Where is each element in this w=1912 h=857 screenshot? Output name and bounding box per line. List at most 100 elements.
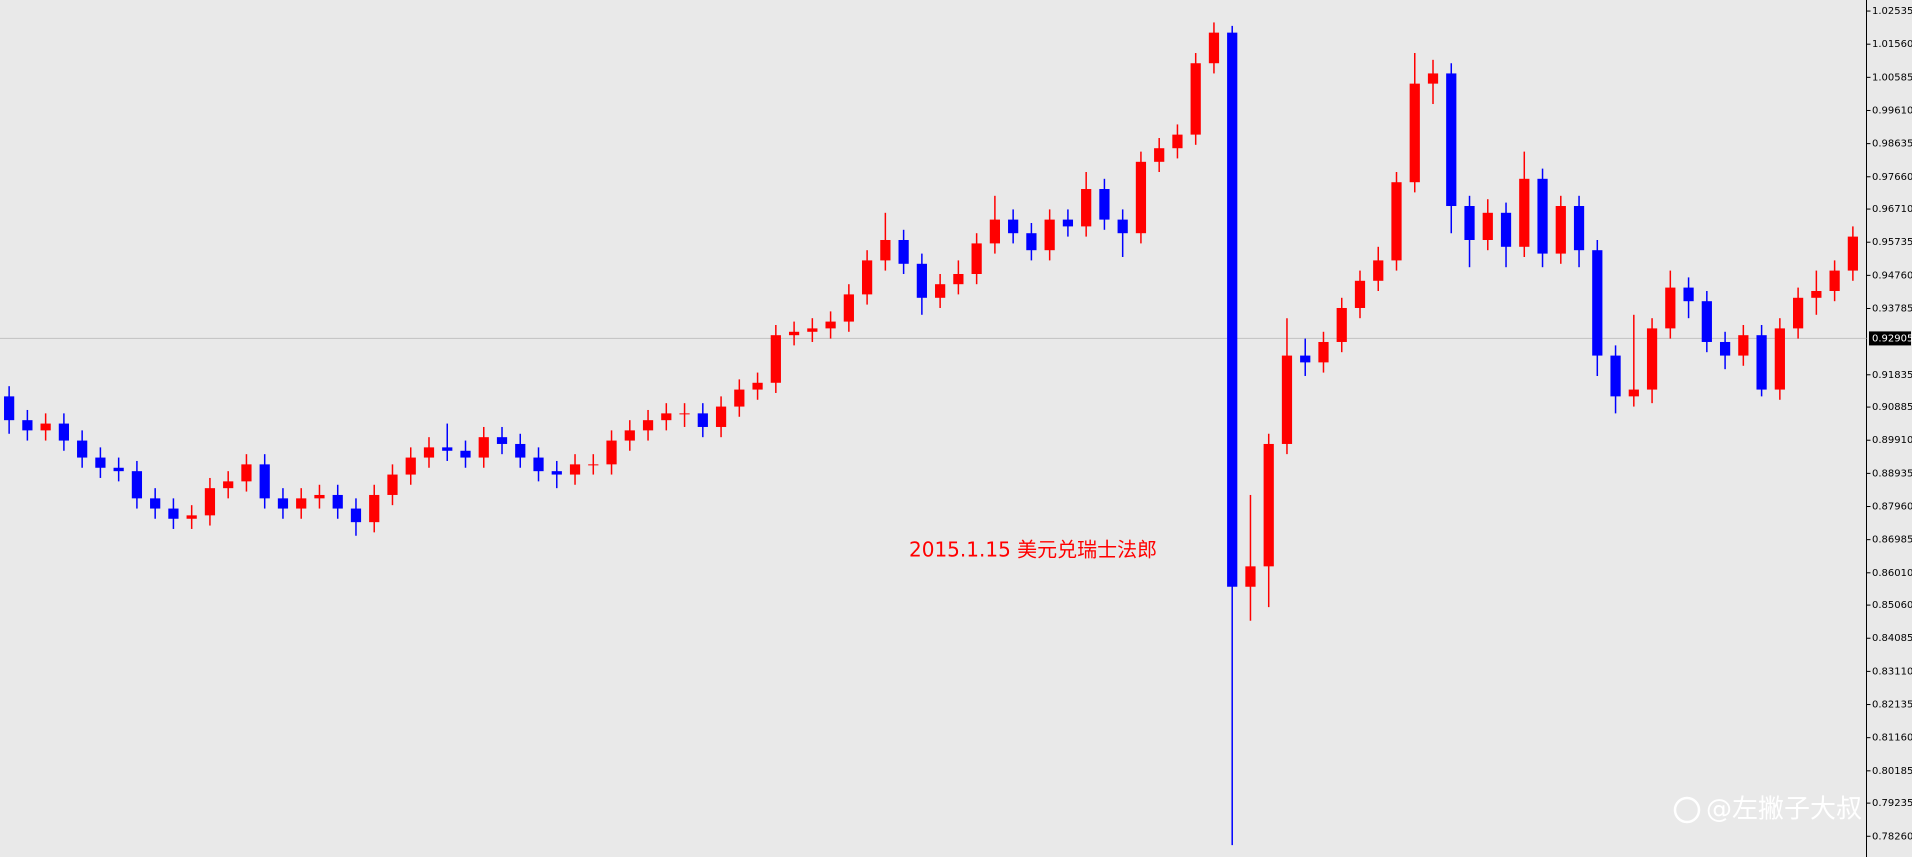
candle-body — [697, 413, 708, 427]
candle-body — [496, 437, 508, 444]
candle-body — [752, 382, 763, 390]
candle-body — [1154, 148, 1165, 162]
candle-body — [77, 440, 88, 458]
watermark-icon — [1673, 796, 1701, 824]
current-price-box — [1869, 331, 1911, 346]
y-tick-label: 0.83110 — [1872, 666, 1912, 677]
candle-body — [1081, 189, 1092, 227]
candle-body — [442, 447, 453, 451]
candle-body — [277, 498, 289, 509]
candle-body — [1190, 63, 1201, 135]
candle-body — [241, 464, 252, 482]
candle-body — [460, 450, 471, 458]
candle-body — [935, 284, 946, 298]
y-tick-label: 0.86985 — [1872, 535, 1912, 546]
candle-body — [1373, 260, 1384, 281]
y-tick-label: 0.91835 — [1872, 370, 1912, 381]
candle-body — [223, 481, 234, 489]
candle-body — [788, 331, 800, 336]
candle-body — [1701, 301, 1712, 342]
y-tick-label: 0.90885 — [1872, 402, 1912, 413]
candle-body — [971, 243, 982, 274]
candle-body — [40, 423, 51, 431]
candle-body — [843, 294, 854, 322]
y-tick-label: 0.82135 — [1872, 700, 1912, 711]
candle-body — [296, 498, 307, 509]
candle-body — [825, 321, 836, 329]
candle-body — [1847, 236, 1858, 271]
candle-body — [642, 420, 654, 431]
candle-body — [1300, 355, 1311, 363]
candle-body — [1263, 443, 1274, 567]
candle-body — [1446, 73, 1457, 207]
y-tick-label: 0.96710 — [1872, 204, 1912, 215]
candle-body — [332, 494, 343, 509]
y-tick-label: 0.94760 — [1872, 270, 1912, 281]
y-tick-label: 0.87960 — [1872, 502, 1912, 513]
candle-body — [1409, 83, 1420, 183]
candle-body — [1117, 219, 1128, 234]
candle-body — [387, 474, 398, 495]
candle-body — [113, 467, 124, 472]
candle-body — [22, 420, 33, 431]
candle-body — [1500, 212, 1512, 247]
candle-body — [1719, 341, 1731, 356]
candle-body — [1464, 206, 1475, 241]
candle-body — [150, 498, 161, 509]
candle-body — [1683, 287, 1694, 302]
candle-body — [533, 457, 544, 472]
y-tick-label: 0.95735 — [1872, 237, 1912, 248]
y-tick-label: 0.78260 — [1872, 831, 1912, 842]
candle-body — [1592, 250, 1603, 356]
candle-body — [1391, 182, 1402, 261]
candle-body — [1354, 280, 1366, 308]
y-tick-label: 0.86010 — [1872, 568, 1912, 579]
candle-body — [1099, 189, 1110, 220]
candle-body — [1336, 307, 1347, 342]
candle-body — [4, 396, 15, 421]
candle-body — [1519, 178, 1530, 247]
candle-body — [1008, 219, 1019, 234]
annotation: 2015.1.15 美元兑瑞士法郎 — [909, 538, 1157, 562]
candle-body — [1811, 290, 1822, 298]
y-tick-label: 1.02535 — [1872, 6, 1912, 17]
candle-body — [1756, 335, 1767, 390]
candle-body — [953, 273, 964, 285]
y-tick-label: 0.93785 — [1872, 303, 1912, 314]
y-tick-label: 0.80185 — [1872, 766, 1912, 777]
candle-body — [880, 240, 891, 261]
candle-body — [369, 494, 380, 523]
candle-body — [314, 494, 325, 499]
candle-body — [898, 240, 909, 264]
candle-body — [624, 430, 635, 441]
candle-body — [1062, 219, 1074, 227]
candle-body — [734, 389, 745, 407]
candle-body — [1537, 178, 1548, 254]
candle-body — [1026, 233, 1037, 251]
candle-body — [1829, 270, 1840, 291]
watermark: @左撇子大叔 — [1706, 795, 1862, 825]
candle-body — [515, 443, 526, 458]
y-tick-label: 1.00585 — [1872, 72, 1912, 83]
candle-body — [95, 457, 106, 468]
candle-body — [1646, 328, 1658, 390]
candle-body — [1610, 355, 1621, 397]
candle-body — [861, 260, 873, 295]
y-tick-label: 0.89910 — [1872, 435, 1912, 446]
candle-body — [807, 328, 818, 332]
candle-body — [1281, 355, 1293, 444]
current-price-label: 0.92905 — [1872, 333, 1912, 344]
candle-body — [1555, 206, 1566, 254]
candle-body — [186, 515, 197, 519]
y-tick-label: 0.79235 — [1872, 798, 1912, 809]
candle-body — [1792, 297, 1804, 329]
candle-body — [989, 219, 1001, 244]
candle-body — [1172, 134, 1183, 149]
candle-body — [350, 508, 362, 523]
y-tick-label: 0.88935 — [1872, 468, 1912, 479]
candle-body — [1665, 287, 1676, 329]
candle-body — [1245, 566, 1256, 587]
candle-body — [204, 488, 216, 516]
